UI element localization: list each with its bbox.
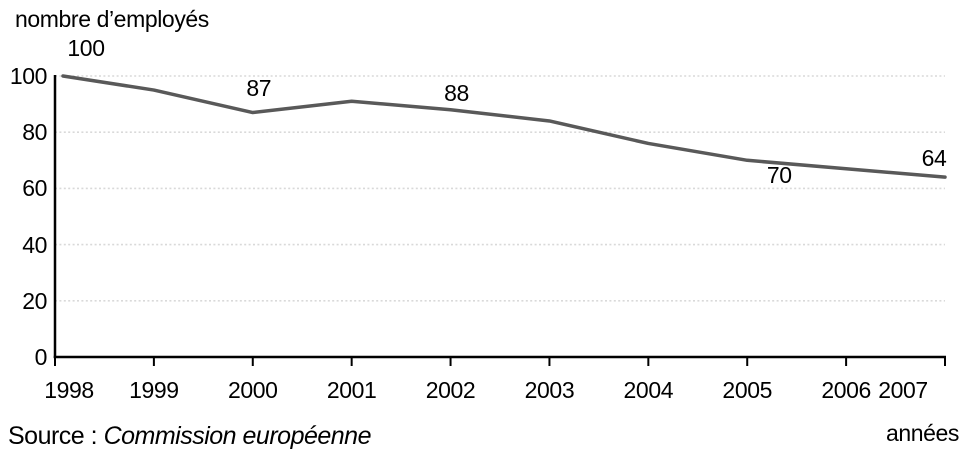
data-point-label: 87 [246,74,272,101]
x-tick-label: 2003 [524,377,575,403]
y-tick-label: 60 [22,175,47,202]
y-tick-label: 80 [22,119,47,146]
data-point-label: 64 [921,145,947,172]
source-note: Source : Commission européenne [8,422,372,450]
data-point-label: 100 [67,35,105,61]
x-tick-label: 2006 [821,377,871,403]
x-tick-label: 2000 [227,377,278,403]
y-tick-label: 20 [22,287,47,314]
x-tick-label: 1999 [129,377,179,403]
data-point-label: 70 [766,162,792,189]
x-tick-label: 2007 [878,377,928,403]
x-axis-title: années [885,420,959,446]
x-tick-label: 2002 [425,377,476,403]
x-tick-label: 2004 [623,377,674,403]
x-tick-label: 2001 [326,377,377,403]
y-tick-label: 100 [9,63,48,89]
x-tick-label: 2005 [722,377,772,403]
source-prefix: Source : [8,422,98,450]
source-name: Commission européenne [103,422,372,450]
chart-title: nombre d’employés [15,6,209,32]
data-point-label: 88 [444,79,469,106]
data-series-line [61,74,947,179]
y-tick-label: 40 [22,231,47,258]
y-tick-label: 0 [34,344,48,370]
x-tick-label: 1998 [44,377,94,403]
